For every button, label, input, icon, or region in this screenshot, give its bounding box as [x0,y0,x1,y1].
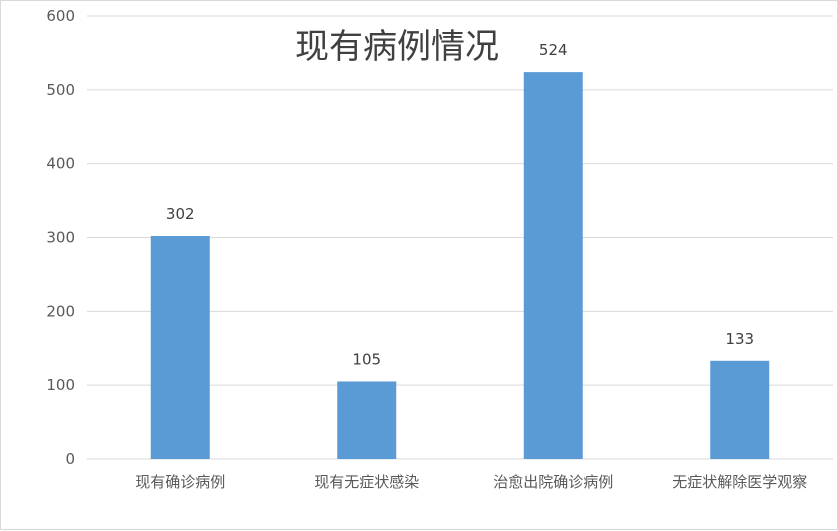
category-label: 现有无症状感染 [314,473,419,491]
category-label: 治愈出院确诊病例 [493,473,613,491]
y-tick-label: 600 [46,7,75,25]
x-axis-categories: 现有确诊病例 现有无症状感染 治愈出院确诊病例 无症状解除医学观察 [135,473,807,491]
bar [337,381,397,459]
category-label: 现有确诊病例 [135,473,225,491]
y-tick-label: 200 [46,302,75,320]
category-label: 无症状解除医学观察 [672,473,807,491]
y-tick-label: 100 [46,376,75,394]
bars [150,72,770,459]
bar-value-label: 133 [725,330,754,348]
bar [710,360,770,459]
gridlines [87,15,833,460]
y-tick-label: 500 [46,81,75,99]
y-tick-label: 300 [46,229,75,247]
bar [523,72,583,459]
bar [150,236,210,459]
y-tick-label: 400 [46,155,75,173]
bar-value-label: 105 [352,350,381,368]
bar-value-label: 302 [166,205,195,223]
chart-title: 现有病例情况 [295,27,499,67]
bar-value-label: 524 [539,41,568,59]
data-labels: 302 105 524 133 [166,41,754,368]
y-axis-ticks: 0 100 200 300 400 500 600 [46,7,75,468]
y-tick-label: 0 [65,450,75,468]
